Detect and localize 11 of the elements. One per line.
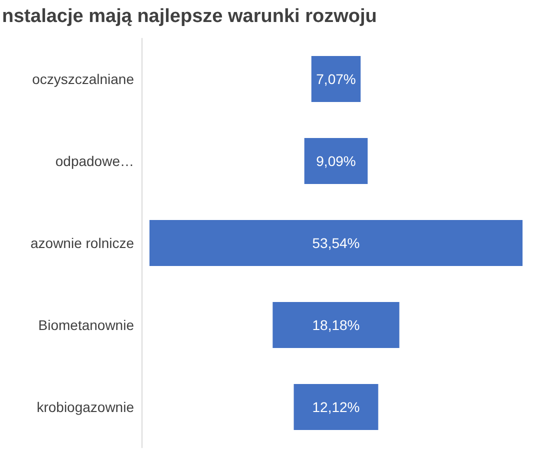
category-label: odpadowe… (55, 152, 134, 169)
category-label: oczyszczalniane (32, 70, 134, 87)
data-label: 12,12% (312, 399, 360, 416)
text: nstalacje mają najlepsze warunki rozwoju (1, 5, 378, 28)
data-label: 18,18% (312, 317, 360, 334)
category-label: azownie rolnicze (30, 234, 134, 251)
data-label: 9,09% (316, 153, 356, 170)
category-label: krobiogazownie (36, 398, 134, 415)
data-label: 53,54% (312, 235, 360, 252)
category-label: Biometanownie (38, 316, 134, 333)
data-label: 7,07% (316, 71, 356, 88)
